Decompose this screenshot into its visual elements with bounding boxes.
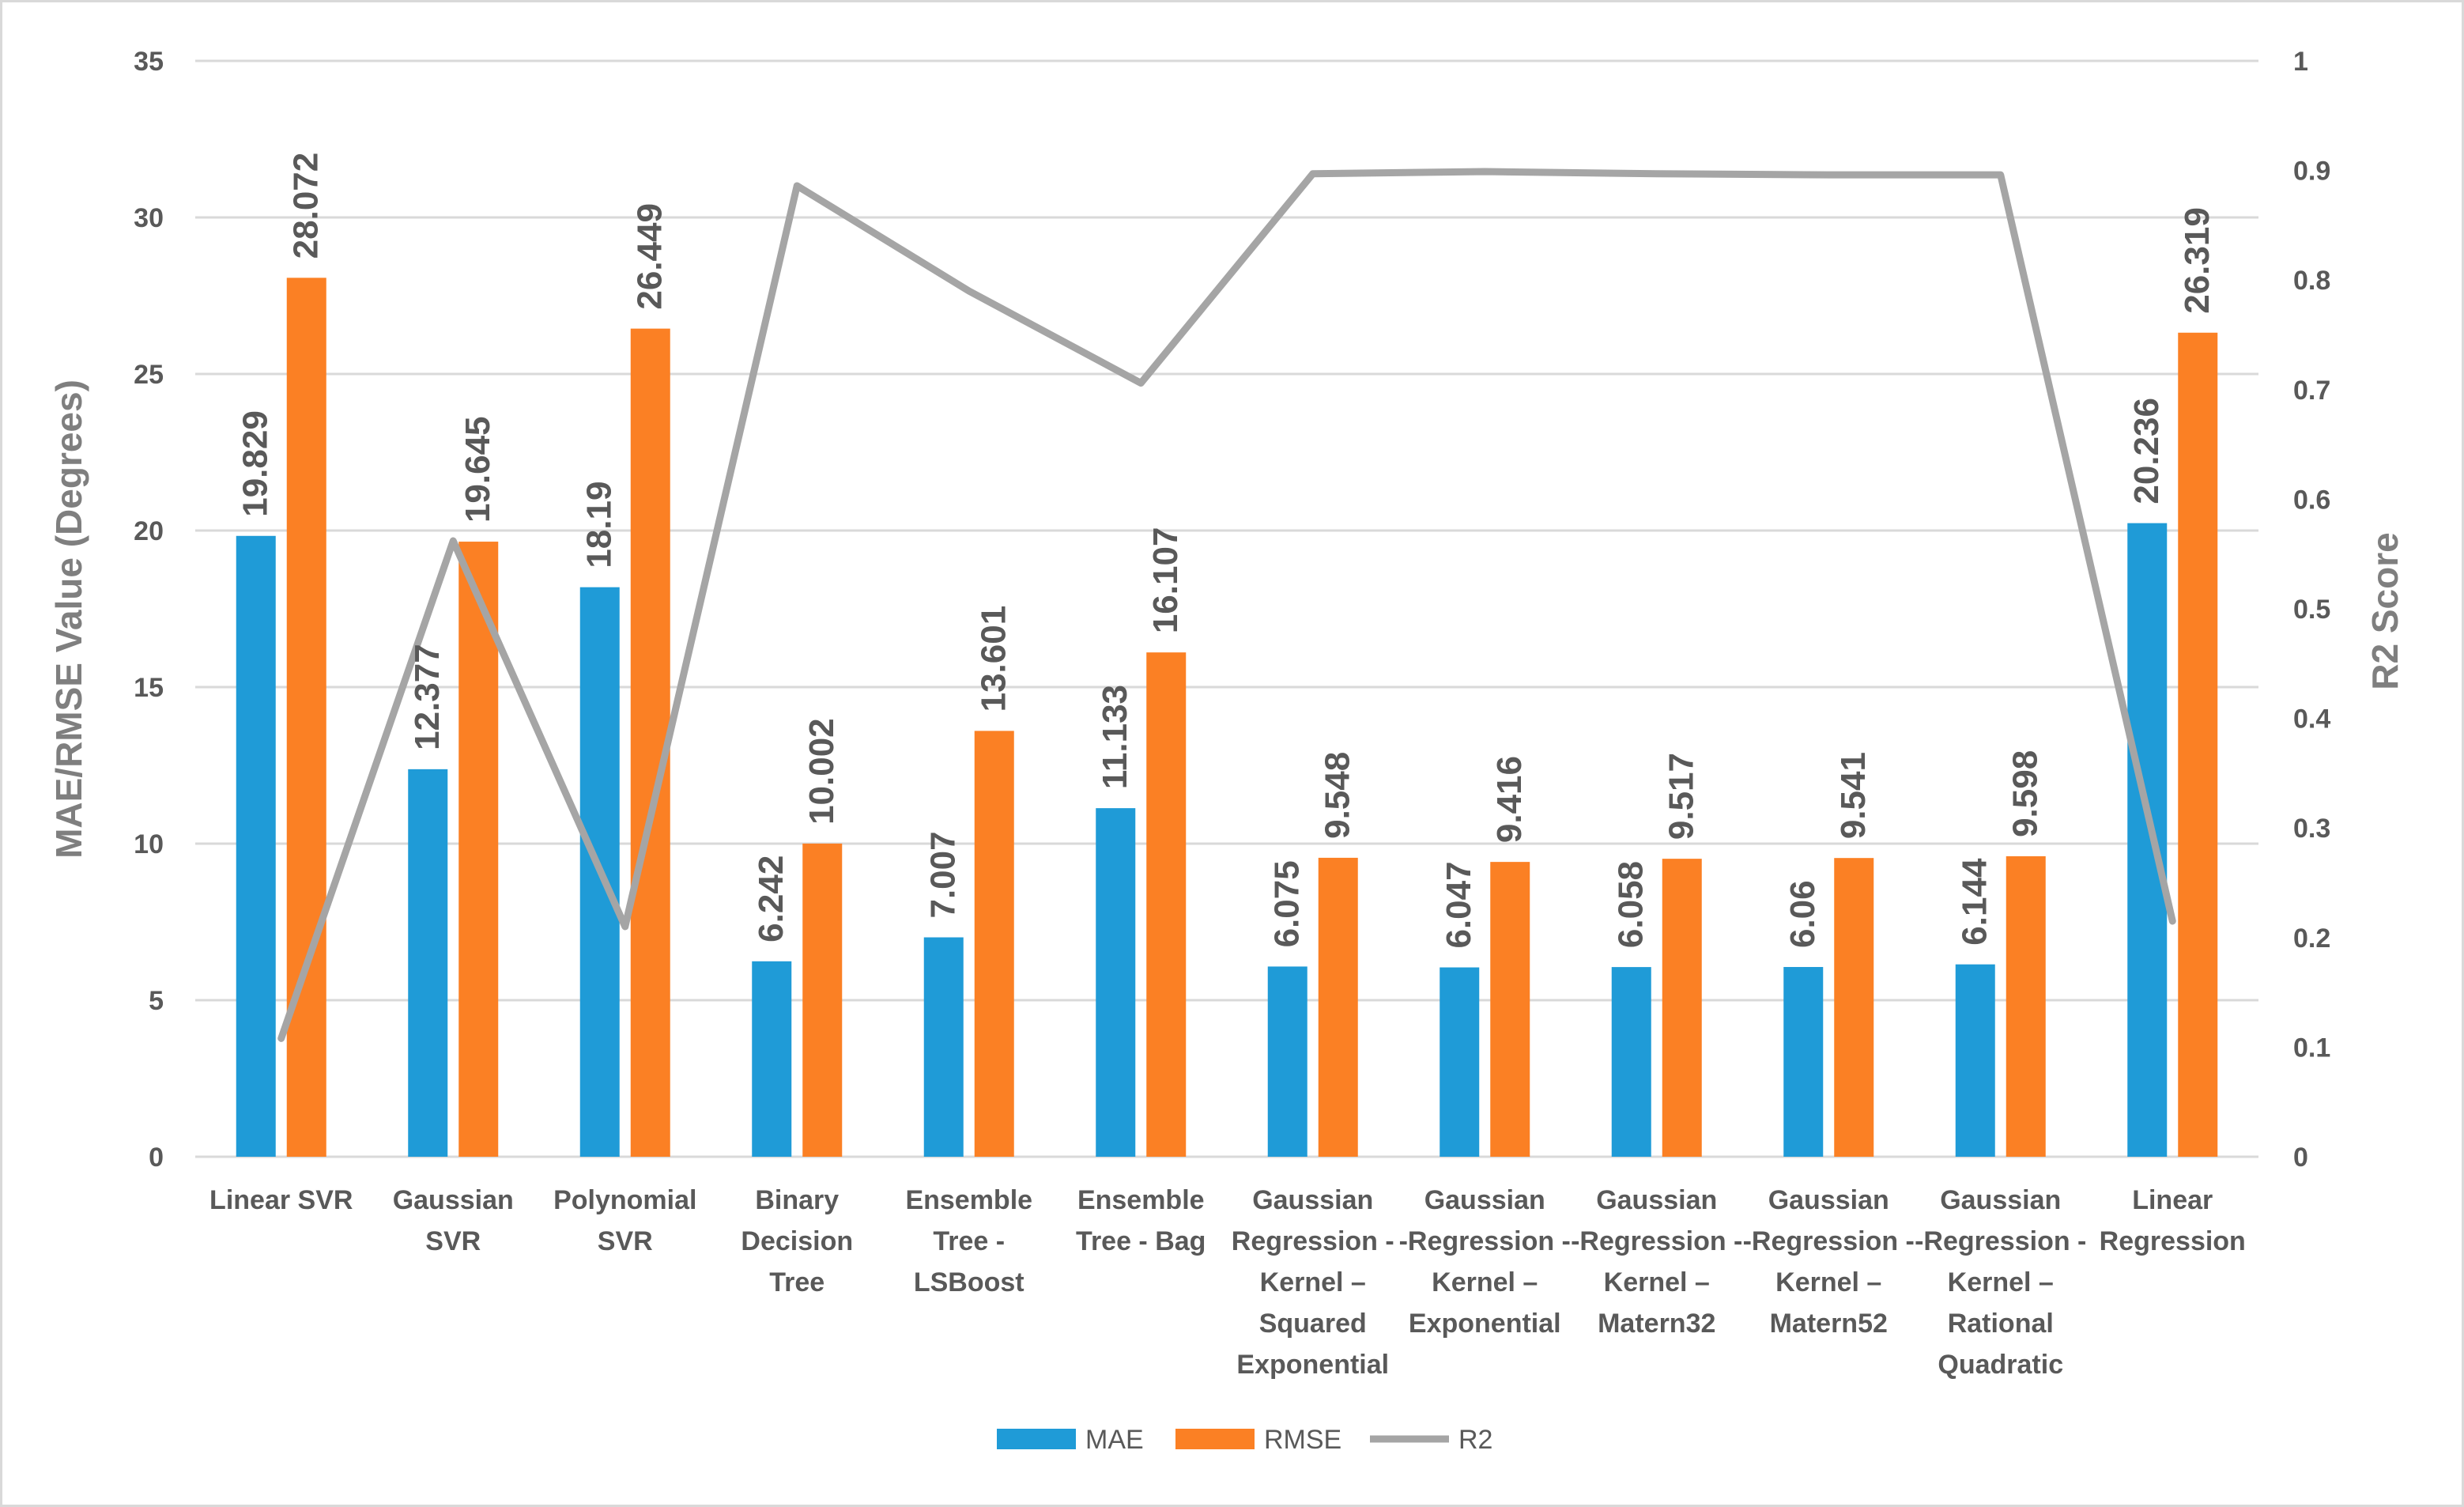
category-label: Gaussian -Regression -Kernel – Rational Qua… xyxy=(1915,1185,2086,1380)
rmse-data-label: 28.072 xyxy=(287,153,326,259)
category-label: Gaussian SVR xyxy=(393,1185,514,1256)
mae-data-label: 18.19 xyxy=(580,482,619,568)
left-axis-ticks: 0 5 10 15 20 25 30 35 xyxy=(134,47,164,1173)
mae-bar xyxy=(1440,967,1480,1157)
category-label: Linear Regression xyxy=(2100,1185,2246,1256)
r2-legend-label: R2 xyxy=(1458,1425,1492,1455)
rmse-legend-swatch xyxy=(1175,1429,1255,1449)
rmse-bar xyxy=(974,731,1014,1157)
rmse-legend-label: RMSE xyxy=(1264,1425,1341,1455)
y2-tick-label: 0.7 xyxy=(2293,376,2330,406)
rmse-bar xyxy=(2006,855,2046,1157)
mae-bar xyxy=(408,769,448,1157)
rmse-data-label: 10.002 xyxy=(802,718,841,825)
y-tick-label: 0 xyxy=(149,1143,164,1173)
y2-tick-label: 0.1 xyxy=(2293,1033,2330,1063)
rmse-data-label: 9.598 xyxy=(2006,750,2045,837)
y2-tick-label: 0 xyxy=(2293,1143,2308,1173)
y-tick-label: 30 xyxy=(134,203,164,233)
rmse-bar xyxy=(630,328,670,1157)
y-tick-label: 15 xyxy=(134,673,164,703)
y2-axis-title: R2 Score xyxy=(2364,532,2406,689)
y2-tick-label: 0.2 xyxy=(2293,923,2330,954)
rmse-data-label: 9.541 xyxy=(1834,752,1873,839)
r2-line-series xyxy=(277,168,2176,1042)
y2-tick-label: 0.8 xyxy=(2293,266,2330,296)
mae-data-label: 6.075 xyxy=(1268,860,1307,947)
mae-bar xyxy=(1096,808,1136,1157)
rmse-bar xyxy=(802,843,843,1157)
rmse-data-label: 26.449 xyxy=(631,203,670,310)
y2-tick-label: 0.9 xyxy=(2293,157,2330,187)
category-label: Gaussian Regression -Kernel – Squared Expon… xyxy=(1232,1185,1394,1380)
y-tick-label: 5 xyxy=(149,986,164,1016)
rmse-data-label: 9.548 xyxy=(1319,752,1357,839)
mae-bar xyxy=(236,535,276,1157)
y-tick-label: 35 xyxy=(134,47,164,77)
rmse-bar xyxy=(2178,332,2218,1158)
y-tick-label: 20 xyxy=(134,516,164,546)
rmse-data-label: 19.645 xyxy=(458,416,497,523)
mae-data-label: 19.829 xyxy=(236,410,275,517)
category-label: Gaussian -Regression -Kernel – Matern52 xyxy=(1743,1185,1915,1339)
legend: MAE RMSE R2 xyxy=(997,1425,1492,1455)
mae-data-label: 6.242 xyxy=(752,855,791,942)
rmse-data-label: 13.601 xyxy=(975,606,1013,712)
mae-data-label: 6.06 xyxy=(1783,880,1822,948)
category-labels: Linear SVR Gaussian SVR Polynomial SVR Binary… xyxy=(209,1185,2246,1380)
mae-bar xyxy=(752,961,792,1157)
rmse-data-label: 9.517 xyxy=(1662,753,1701,840)
mae-data-label: 6.058 xyxy=(1612,861,1651,948)
mae-bar xyxy=(1783,967,1824,1157)
category-label: Ensemble Tree -LSBoost xyxy=(905,1185,1032,1297)
rmse-bar xyxy=(1662,859,1702,1157)
data-labels: 19.829 12.377 18.19 6.242 7.007 11.133 6.075 6.… xyxy=(236,153,2217,949)
y-axis-title: MAE/RMSE Value (Degrees) xyxy=(48,380,89,859)
rmse-data-label: 9.416 xyxy=(1490,756,1529,843)
y2-tick-label: 0.4 xyxy=(2293,704,2330,735)
y-tick-label: 25 xyxy=(134,360,164,390)
mae-data-label: 11.133 xyxy=(1096,685,1134,789)
category-label: Polynomial SVR xyxy=(553,1185,696,1256)
right-axis-ticks: 0 0.1 0.2 0.3 0.4 0.5 0.6 0.7 0.8 0.9 1 xyxy=(2293,47,2330,1173)
mae-bar xyxy=(2127,523,2168,1157)
rmse-bar xyxy=(1146,652,1187,1157)
rmse-bar xyxy=(1834,858,1874,1157)
y-tick-label: 10 xyxy=(134,829,164,859)
gridlines xyxy=(195,59,2258,1158)
rmse-bar xyxy=(286,278,326,1158)
category-label: Gaussian -Regression -Kernel – Matern32 xyxy=(1571,1185,1742,1339)
mae-data-label: 12.377 xyxy=(408,644,447,750)
mae-legend-label: MAE xyxy=(1085,1425,1144,1455)
category-label: Ensemble Tree - Bag xyxy=(1076,1185,1206,1256)
category-label: Gaussian -Regression -Kernel – Exponential xyxy=(1399,1185,1571,1339)
rmse-bar xyxy=(1318,857,1358,1157)
rmse-bar xyxy=(458,542,499,1157)
category-label: Binary Decision Tree xyxy=(741,1185,853,1297)
rmse-data-label: 26.319 xyxy=(2178,207,2217,314)
mae-data-label: 20.236 xyxy=(2127,398,2166,504)
r2-line xyxy=(277,168,2176,1042)
mae-bar xyxy=(1611,967,1651,1157)
y2-tick-label: 0.3 xyxy=(2293,814,2330,844)
mae-data-label: 7.007 xyxy=(924,831,963,918)
mae-bar xyxy=(1955,964,1995,1157)
rmse-data-label: 16.107 xyxy=(1146,527,1185,634)
mae-bar xyxy=(923,937,964,1157)
rmse-bar xyxy=(1490,862,1530,1157)
mae-data-label: 6.144 xyxy=(1956,858,1994,946)
y2-tick-label: 0.6 xyxy=(2293,485,2330,515)
y2-tick-label: 1 xyxy=(2293,47,2308,77)
category-label: Linear SVR xyxy=(209,1185,353,1215)
mae-bar xyxy=(1267,966,1307,1157)
y2-tick-label: 0.5 xyxy=(2293,595,2330,625)
mae-data-label: 6.047 xyxy=(1440,861,1478,948)
mae-legend-swatch xyxy=(997,1429,1076,1449)
